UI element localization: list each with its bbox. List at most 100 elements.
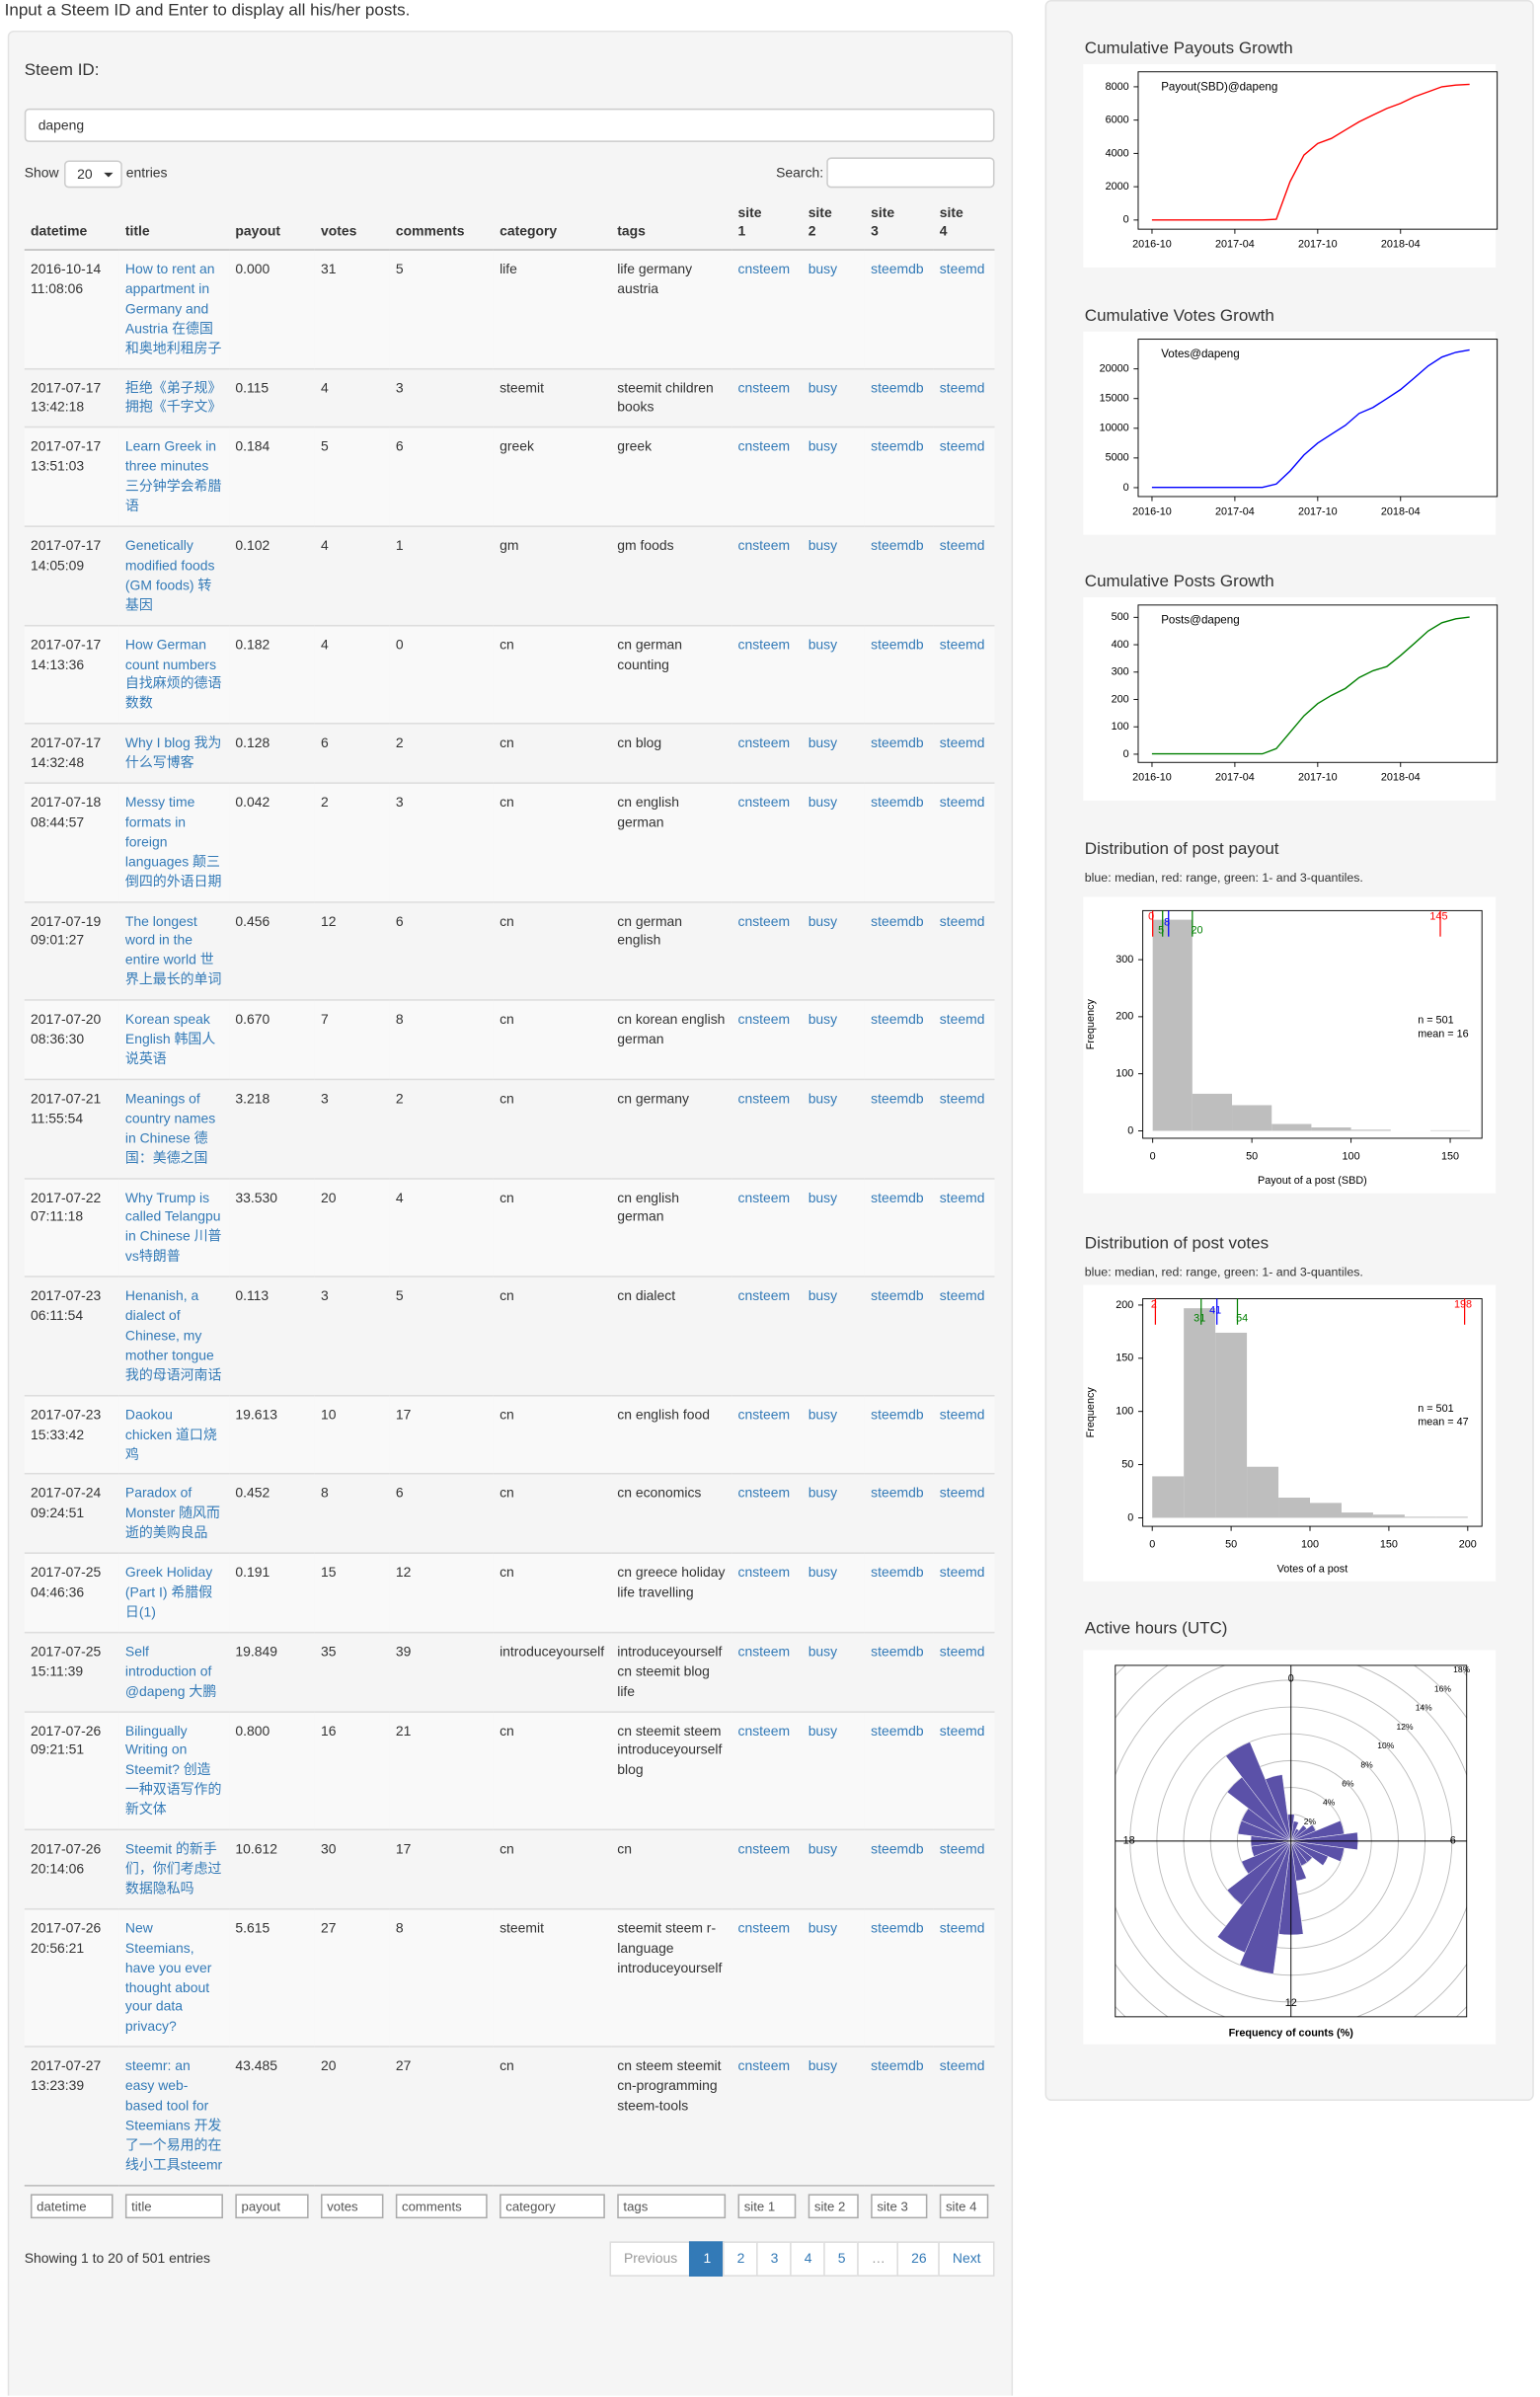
post-link[interactable]: Meanings of country names in Chinese 德国：… xyxy=(124,1090,216,1166)
site-link[interactable]: cnsteem xyxy=(737,794,791,811)
site-link[interactable]: steemd xyxy=(939,1485,985,1502)
column-filter[interactable]: site 1 xyxy=(737,2193,797,2218)
column-header[interactable]: title xyxy=(118,196,230,251)
site-link[interactable]: steemdb xyxy=(871,537,924,554)
site-link[interactable]: steemd xyxy=(939,1564,985,1581)
site-link[interactable]: steemd xyxy=(939,2058,985,2074)
column-filter[interactable]: payout xyxy=(235,2193,309,2218)
site-link[interactable]: busy xyxy=(808,1090,838,1107)
column-filter[interactable]: tags xyxy=(617,2193,727,2218)
site-link[interactable]: cnsteem xyxy=(737,2058,791,2074)
site-link[interactable]: busy xyxy=(808,2058,838,2074)
site-link[interactable]: steemdb xyxy=(871,1723,924,1739)
site-link[interactable]: busy xyxy=(808,261,838,277)
column-header[interactable]: comments xyxy=(389,196,494,251)
site-link[interactable]: busy xyxy=(808,537,838,554)
site-link[interactable]: steemdb xyxy=(871,1841,924,1857)
site-link[interactable]: steemdb xyxy=(871,1564,924,1581)
site-link[interactable]: steemdb xyxy=(871,1485,924,1502)
post-link[interactable]: Greek Holiday (Part I) 希腊假日(1) xyxy=(124,1564,213,1620)
column-header[interactable]: site 4 xyxy=(933,196,995,251)
site-link[interactable]: steemdb xyxy=(871,1189,924,1205)
site-link[interactable]: cnsteem xyxy=(737,636,791,653)
column-header[interactable]: votes xyxy=(314,196,390,251)
post-link[interactable]: 拒绝《弟子规》拥抱《千字文》 xyxy=(124,379,222,416)
column-filter[interactable]: title xyxy=(124,2193,223,2218)
site-link[interactable]: cnsteem xyxy=(737,1090,791,1107)
site-link[interactable]: steemd xyxy=(939,1011,985,1028)
site-link[interactable]: busy xyxy=(808,1841,838,1857)
site-link[interactable]: cnsteem xyxy=(737,1841,791,1857)
site-link[interactable]: busy xyxy=(808,1920,838,1936)
site-link[interactable]: steemd xyxy=(939,636,985,653)
post-link[interactable]: Why I blog 我为什么写博客 xyxy=(124,735,222,771)
site-link[interactable]: steemdb xyxy=(871,379,924,396)
site-link[interactable]: steemd xyxy=(939,912,985,929)
site-link[interactable]: cnsteem xyxy=(737,379,791,396)
post-link[interactable]: Learn Greek in three minutes 三分钟学会希腊语 xyxy=(124,438,222,514)
post-link[interactable]: Paradox of Monster 随风而逝的美购良品 xyxy=(124,1485,220,1541)
site-link[interactable]: cnsteem xyxy=(737,1011,791,1028)
site-link[interactable]: busy xyxy=(808,1485,838,1502)
site-link[interactable]: cnsteem xyxy=(737,1189,791,1205)
site-link[interactable]: steemd xyxy=(939,1920,985,1936)
site-link[interactable]: steemdb xyxy=(871,735,924,751)
site-link[interactable]: busy xyxy=(808,735,838,751)
post-link[interactable]: Henanish, a dialect of Chinese, my mothe… xyxy=(124,1287,222,1383)
column-header[interactable]: category xyxy=(493,196,612,251)
site-link[interactable]: cnsteem xyxy=(737,1643,791,1660)
site-link[interactable]: cnsteem xyxy=(737,261,791,277)
site-link[interactable]: cnsteem xyxy=(737,537,791,554)
site-link[interactable]: steemdb xyxy=(871,1287,924,1304)
post-link[interactable]: How German count numbers 自找麻烦的德语数数 xyxy=(124,636,222,712)
page-button[interactable]: 5 xyxy=(823,2240,860,2277)
site-link[interactable]: cnsteem xyxy=(737,1723,791,1739)
site-link[interactable]: busy xyxy=(808,636,838,653)
column-filter[interactable]: site 3 xyxy=(871,2193,928,2218)
site-link[interactable]: steemd xyxy=(939,1406,985,1423)
column-filter[interactable]: comments xyxy=(395,2193,488,2218)
id-input[interactable]: dapeng xyxy=(24,108,995,142)
site-link[interactable]: steemd xyxy=(939,1189,985,1205)
site-link[interactable]: steemdb xyxy=(871,794,924,811)
site-link[interactable]: steemdb xyxy=(871,1406,924,1423)
site-link[interactable]: busy xyxy=(808,1189,838,1205)
post-link[interactable]: Self introduction of @dapeng 大鹏 xyxy=(124,1643,217,1699)
site-link[interactable]: steemdb xyxy=(871,1011,924,1028)
site-link[interactable]: cnsteem xyxy=(737,912,791,929)
site-link[interactable]: steemd xyxy=(939,794,985,811)
site-link[interactable]: busy xyxy=(808,794,838,811)
post-link[interactable]: Genetically modified foods (GM foods) 转基… xyxy=(124,537,215,613)
column-header[interactable]: site 2 xyxy=(802,196,865,251)
site-link[interactable]: cnsteem xyxy=(737,1287,791,1304)
site-link[interactable]: steemd xyxy=(939,438,985,455)
page-button[interactable]: 1 xyxy=(689,2240,726,2277)
site-link[interactable]: busy xyxy=(808,1011,838,1028)
site-link[interactable]: steemd xyxy=(939,735,985,751)
site-link[interactable]: steemd xyxy=(939,1090,985,1107)
site-link[interactable]: busy xyxy=(808,1723,838,1739)
site-link[interactable]: cnsteem xyxy=(737,438,791,455)
post-link[interactable]: The longest word in the entire world 世界上… xyxy=(124,912,222,988)
site-link[interactable]: busy xyxy=(808,438,838,455)
site-link[interactable]: busy xyxy=(808,1643,838,1660)
site-link[interactable]: steemdb xyxy=(871,2058,924,2074)
site-link[interactable]: busy xyxy=(808,912,838,929)
post-link[interactable]: Messy time formats in foreign languages … xyxy=(124,794,222,889)
post-link[interactable]: Why Trump is called Telangpu in Chinese … xyxy=(124,1189,222,1265)
site-link[interactable]: steemdb xyxy=(871,1090,924,1107)
site-link[interactable]: steemdb xyxy=(871,1920,924,1936)
column-filter[interactable]: category xyxy=(500,2193,605,2218)
site-link[interactable]: steemd xyxy=(939,261,985,277)
post-link[interactable]: Daokou chicken 道口烧鸡 xyxy=(124,1406,217,1462)
site-link[interactable]: steemd xyxy=(939,1643,985,1660)
search-input[interactable] xyxy=(826,157,995,189)
site-link[interactable]: busy xyxy=(808,1287,838,1304)
site-link[interactable]: busy xyxy=(808,379,838,396)
page-button[interactable]: Next xyxy=(938,2240,995,2277)
site-link[interactable]: steemd xyxy=(939,379,985,396)
post-link[interactable]: Korean speak English 韩国人说英语 xyxy=(124,1011,216,1067)
column-filter[interactable]: site 2 xyxy=(808,2193,859,2218)
post-link[interactable]: How to rent an appartment in Germany and… xyxy=(124,261,222,356)
site-link[interactable]: cnsteem xyxy=(737,1920,791,1936)
